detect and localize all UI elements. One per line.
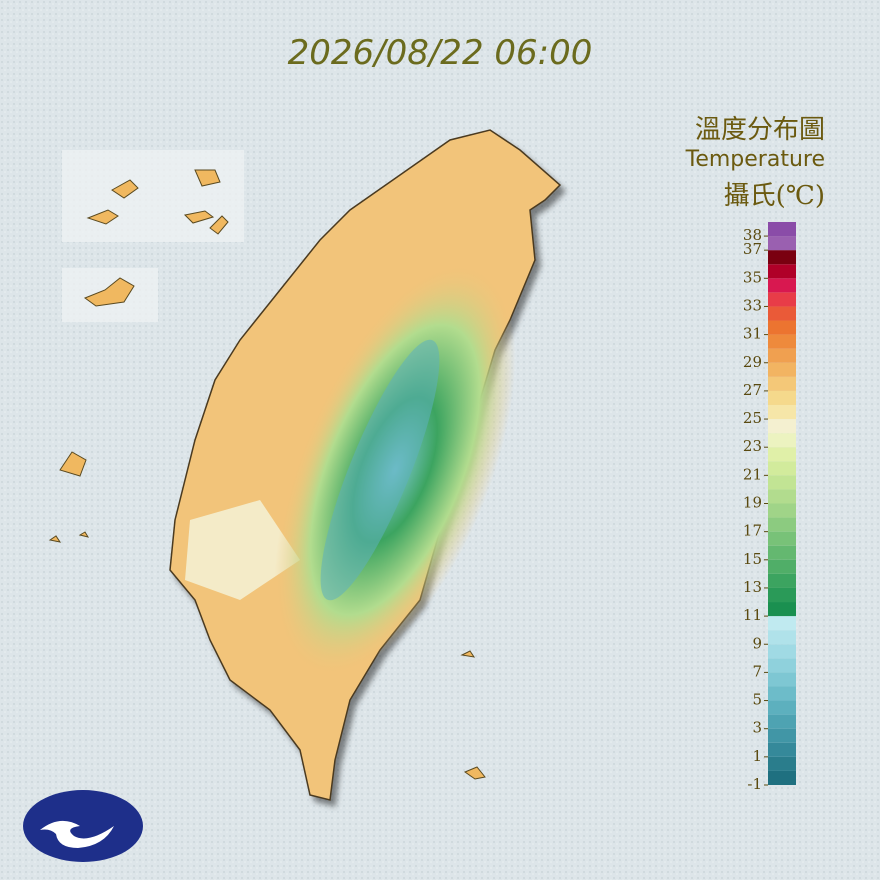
legend-swatch <box>768 672 796 687</box>
legend-tick-label: 9 <box>752 634 762 652</box>
legend-tick-label: 5 <box>752 691 762 709</box>
legend-swatch <box>768 658 796 673</box>
title: 2026/08/22 06:00 <box>288 33 593 73</box>
legend-swatch <box>768 602 796 617</box>
legend-tick-label: 19 <box>743 494 762 512</box>
legend-tick-label: 35 <box>743 268 762 286</box>
legend-swatch <box>768 362 796 377</box>
legend-tick-label: 25 <box>743 409 762 427</box>
legend-swatch <box>768 545 796 560</box>
legend-swatch <box>768 573 796 588</box>
legend-swatch <box>768 770 796 785</box>
legend-swatch <box>768 587 796 603</box>
legend-swatch <box>768 390 796 405</box>
legend-swatch <box>768 404 796 420</box>
legend-tick-label: 37 <box>743 240 762 258</box>
legend-swatch <box>768 531 796 546</box>
legend-tick-label: -1 <box>747 775 762 793</box>
legend-swatch <box>768 461 796 476</box>
legend-swatch <box>768 742 796 757</box>
legend-swatch <box>768 503 796 518</box>
legend-tick-label: 17 <box>743 522 762 540</box>
legend-swatch <box>768 616 796 631</box>
legend-tick-label: 27 <box>743 381 762 399</box>
legend-tick-label: 38 <box>743 226 762 244</box>
legend-swatch <box>768 517 796 532</box>
legend-swatch <box>768 756 796 771</box>
legend-unit: 攝氏(℃) <box>724 181 825 211</box>
legend-swatch <box>768 700 796 715</box>
legend-tick-label: 15 <box>743 550 762 568</box>
legend-tick-label: 33 <box>743 296 762 314</box>
legend-tick-label: 13 <box>743 578 762 596</box>
legend-swatch <box>768 630 796 645</box>
legend-tick-label: 7 <box>752 662 762 680</box>
legend-swatch <box>768 320 796 335</box>
legend-swatch <box>768 475 796 490</box>
legend-swatch <box>768 334 796 349</box>
legend-swatch <box>768 433 796 448</box>
legend-tick-label: 11 <box>743 606 762 624</box>
legend-swatch <box>768 264 796 279</box>
legend-title: 溫度分布圖 <box>695 115 825 145</box>
legend-swatch <box>768 250 796 265</box>
legend-tick-label: 3 <box>752 719 762 737</box>
legend-swatch <box>768 376 796 391</box>
legend-swatch <box>768 447 796 462</box>
legend-swatch <box>768 236 796 251</box>
legend-swatch <box>768 306 796 321</box>
islands-inset <box>48 150 486 780</box>
legend-swatch <box>768 419 796 434</box>
legend-swatch <box>768 348 796 363</box>
legend-swatch <box>768 644 796 659</box>
legend-tick-label: 21 <box>743 465 762 483</box>
legend-subtitle: Temperature <box>685 147 825 172</box>
legend-tick-label: 31 <box>743 325 762 343</box>
legend-swatch <box>768 489 796 504</box>
logo <box>23 790 143 862</box>
legend-tick-label: 1 <box>752 747 762 765</box>
legend-swatch <box>768 278 796 293</box>
legend-swatch <box>768 222 796 237</box>
legend-swatch <box>768 686 796 701</box>
legend-swatch <box>768 728 796 743</box>
legend-swatch <box>768 714 796 729</box>
legend-tick-label: 23 <box>743 437 762 455</box>
legend-swatch <box>768 559 796 574</box>
legend-swatch <box>768 292 796 307</box>
legend-tick-label: 29 <box>743 353 762 371</box>
